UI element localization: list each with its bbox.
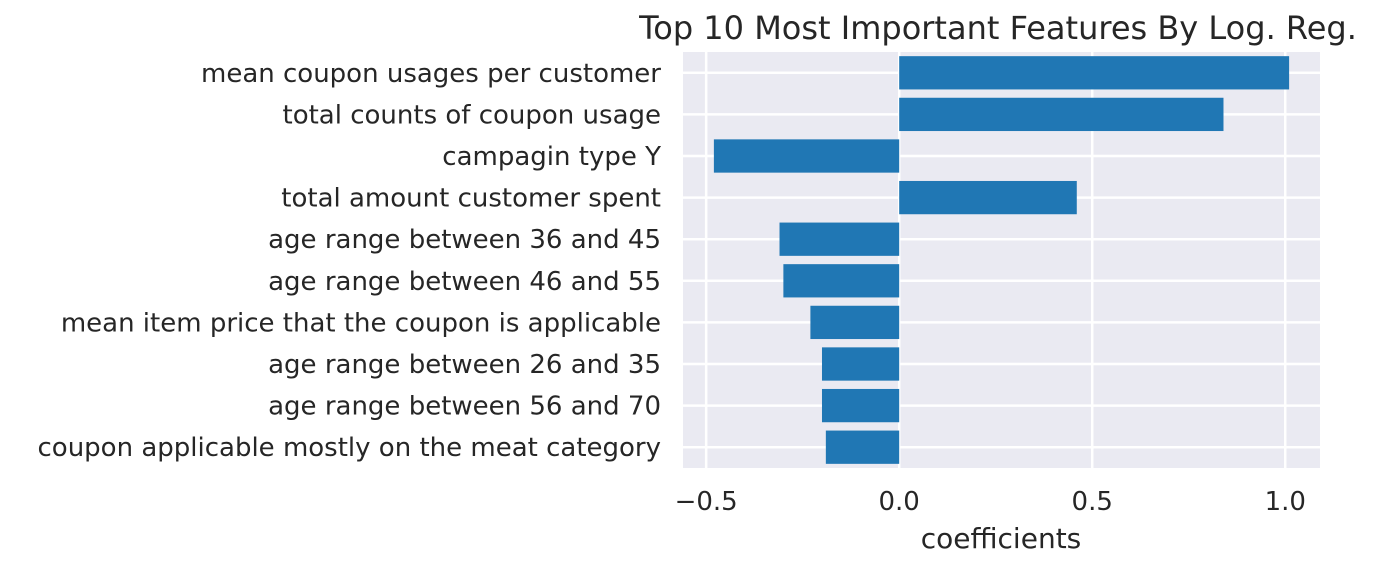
y-tick-label-0: mean coupon usages per customer bbox=[201, 59, 661, 89]
bar-1 bbox=[899, 97, 1224, 132]
bar-2 bbox=[713, 139, 900, 173]
bar-7 bbox=[821, 347, 900, 381]
bar-4 bbox=[779, 222, 900, 256]
bar-3 bbox=[899, 180, 1077, 215]
y-tick-label-8: age range between 56 and 70 bbox=[268, 392, 661, 422]
x-tick-label-1: 0.0 bbox=[879, 487, 920, 517]
bars bbox=[713, 56, 1290, 464]
x-tick-labels: −0.5 0.0 0.5 1.0 bbox=[675, 487, 1306, 517]
y-tick-label-4: age range between 36 and 45 bbox=[268, 225, 661, 255]
y-tick-label-2: campagin type Y bbox=[442, 142, 661, 172]
bar-0 bbox=[899, 56, 1290, 90]
bar-6 bbox=[810, 305, 900, 340]
y-tick-label-5: age range between 46 and 55 bbox=[268, 267, 661, 297]
x-tick-label-0: −0.5 bbox=[675, 487, 738, 517]
y-tick-label-3: total amount customer spent bbox=[281, 184, 661, 214]
y-tick-labels: mean coupon usages per customer total cou… bbox=[38, 59, 662, 463]
bar-8 bbox=[821, 388, 900, 423]
y-tick-label-1: total counts of coupon usage bbox=[283, 100, 662, 130]
chart-title: Top 10 Most Important Features By Log. R… bbox=[638, 9, 1357, 47]
x-tick-label-3: 1.0 bbox=[1265, 487, 1306, 517]
y-tick-label-7: age range between 26 and 35 bbox=[268, 350, 661, 380]
bar-5 bbox=[783, 264, 900, 298]
x-axis-label: coefficients bbox=[921, 522, 1082, 555]
y-tick-label-6: mean item price that the coupon is appli… bbox=[61, 308, 661, 338]
y-tick-label-9: coupon applicable mostly on the meat cat… bbox=[38, 433, 662, 463]
bar-9 bbox=[825, 430, 900, 464]
x-tick-label-2: 0.5 bbox=[1072, 487, 1113, 517]
